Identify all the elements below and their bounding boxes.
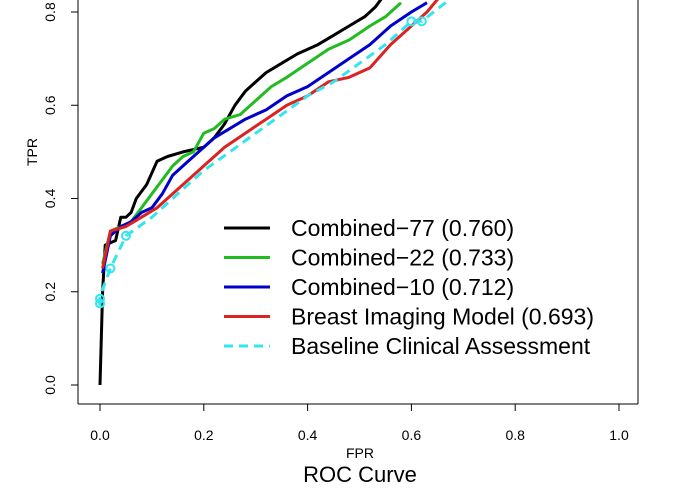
series-marker bbox=[105, 263, 116, 274]
legend-label: Baseline Clinical Assessment bbox=[291, 333, 591, 359]
y-tick-label: 0.6 bbox=[42, 95, 58, 115]
chart-title: ROC Curve bbox=[303, 462, 417, 487]
plot-frame bbox=[77, 0, 639, 405]
series-line-3 bbox=[101, 1, 428, 274]
x-tick-label: 0.8 bbox=[505, 427, 525, 443]
y-tick-label: 0.4 bbox=[42, 189, 58, 209]
legend-label: Combined−77 (0.760) bbox=[291, 215, 514, 241]
x-axis: 0.0 0.2 0.4 0.6 0.8 1.0 bbox=[90, 404, 629, 443]
series-layer bbox=[95, 0, 452, 386]
y-tick-label: 0.2 bbox=[42, 282, 58, 302]
x-axis-label: FPR bbox=[346, 445, 374, 461]
x-tick-label: 0.2 bbox=[194, 427, 214, 443]
series-line-5 bbox=[98, 0, 452, 306]
legend-label: Breast Imaging Model (0.693) bbox=[291, 304, 594, 330]
y-axis-label: TPR bbox=[24, 138, 40, 166]
series-marker bbox=[95, 293, 105, 304]
legend: Combined−77 (0.760) Combined−22 (0.733) Co… bbox=[224, 215, 594, 359]
x-tick-label: 0.0 bbox=[90, 427, 110, 443]
legend-label: Combined−10 (0.712) bbox=[291, 274, 514, 300]
legend-label: Combined−22 (0.733) bbox=[291, 245, 514, 271]
series-line-4 bbox=[101, 0, 439, 269]
series-marker bbox=[416, 16, 427, 27]
series-line-2 bbox=[101, 1, 403, 265]
y-tick-label: 0.0 bbox=[42, 375, 58, 395]
series-marker bbox=[406, 16, 417, 27]
x-tick-label: 0.4 bbox=[298, 427, 318, 443]
y-axis: 0.0 0.2 0.4 0.6 0.8 bbox=[42, 2, 78, 395]
x-tick-label: 0.6 bbox=[402, 427, 422, 443]
x-tick-label: 1.0 bbox=[609, 427, 629, 443]
series-marker bbox=[120, 230, 131, 241]
y-tick-label: 0.8 bbox=[42, 2, 58, 22]
series-marker bbox=[95, 298, 105, 309]
